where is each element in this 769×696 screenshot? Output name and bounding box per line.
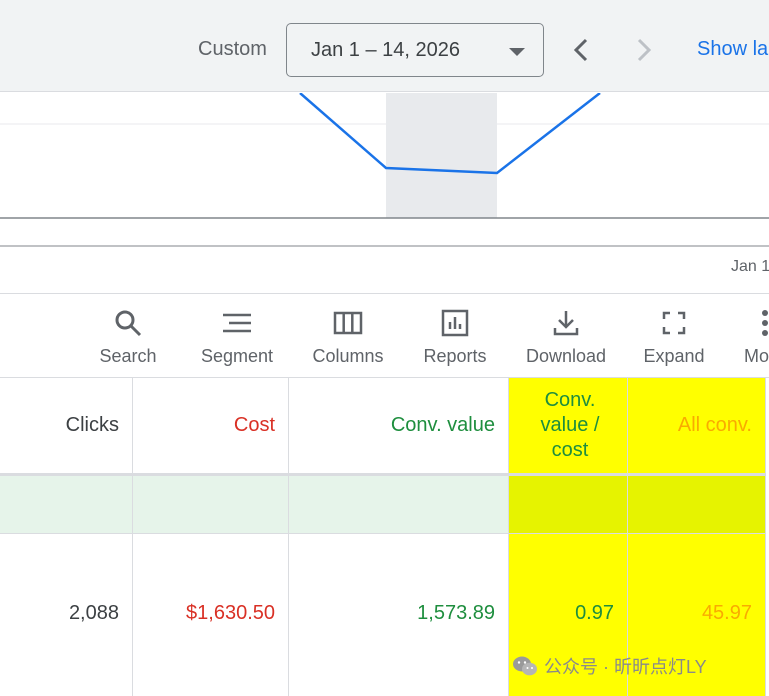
column-header-label: Cost <box>233 414 275 436</box>
wechat-icon <box>513 656 537 676</box>
segment-label: Segment <box>200 346 274 366</box>
date-range-bar: Custom Jan 1 – 14, 2026 Show la <box>0 0 769 92</box>
performance-chart: Jan 1 <box>0 93 769 293</box>
hover-band <box>386 93 497 218</box>
column-header-conv-value-per-cost[interactable]: Conv. value / cost <box>509 378 627 473</box>
watermark-text: 公众号 · 昕昕点灯LY <box>544 657 707 677</box>
download-icon <box>553 311 579 336</box>
columns-icon <box>333 311 363 335</box>
totals-row-cell <box>509 473 627 534</box>
column-cost: Cost $1,630.50 <box>133 378 289 696</box>
table-cell-conv-value: 1,573.89 <box>289 534 508 696</box>
search-label: Search <box>99 346 157 366</box>
column-header-all-conv[interactable]: All conv. <box>628 378 765 473</box>
totals-row-cell <box>133 473 288 534</box>
show-link[interactable]: Show la <box>697 38 769 60</box>
previous-period-icon[interactable] <box>568 30 594 70</box>
expand-label: Expand <box>643 346 705 366</box>
segment-button[interactable]: Segment <box>192 304 282 370</box>
totals-row-cell <box>289 473 508 534</box>
chevron-down-icon <box>509 48 525 56</box>
next-period-icon[interactable] <box>631 30 657 70</box>
watermark: 公众号 · 昕昕点灯LY <box>512 652 707 680</box>
column-all-conv: All conv. 45.97 <box>628 378 766 696</box>
download-label: Download <box>525 346 607 366</box>
expand-button[interactable]: Expand <box>634 304 714 370</box>
column-conv-value-per-cost: Conv. value / cost 0.97 <box>509 378 628 696</box>
column-header-label: Conv. value / cost <box>540 389 600 461</box>
reports-label: Reports <box>423 346 487 366</box>
column-conv-value: Conv. value 1,573.89 <box>289 378 509 696</box>
column-header-label: Clicks <box>65 414 119 436</box>
range-type-label: Custom <box>198 38 267 60</box>
chart-canvas <box>0 93 769 247</box>
date-range-dropdown[interactable]: Jan 1 – 14, 2026 <box>286 23 544 77</box>
more-label: Mo <box>744 346 769 366</box>
x-tick-label: Jan 1 <box>731 258 769 275</box>
segment-icon <box>223 313 251 333</box>
table-cell-conv-value-per-cost: 0.97 <box>509 534 627 696</box>
totals-row-cell <box>628 473 765 534</box>
search-button[interactable]: Search <box>86 304 170 370</box>
column-header-label: All conv. <box>677 414 752 436</box>
table-toolbar: Search Segment Columns Reports <box>0 293 769 378</box>
table-cell-all-conv: 45.97 <box>628 534 765 696</box>
column-header-clicks[interactable]: Clicks <box>0 378 132 473</box>
series-line <box>299 93 601 175</box>
columns-button[interactable]: Columns <box>303 304 393 370</box>
reports-button[interactable]: Reports <box>414 304 496 370</box>
cell-value: 45.97 <box>701 601 752 624</box>
totals-row-cell <box>0 473 132 534</box>
column-header-label: Conv. value <box>390 414 495 436</box>
cell-value: 2,088 <box>68 601 119 624</box>
more-button[interactable]: Mo <box>740 304 769 370</box>
download-button[interactable]: Download <box>518 304 614 370</box>
column-header-cost[interactable]: Cost <box>133 378 288 473</box>
more-icon <box>762 310 768 336</box>
data-table: Clicks 2,088 Cost $1,630.50 Conv. value … <box>0 378 769 696</box>
table-cell-clicks: 2,088 <box>0 534 132 696</box>
cell-value: 0.97 <box>575 601 614 624</box>
search-icon <box>115 310 142 337</box>
date-range-value: Jan 1 – 14, 2026 <box>311 39 461 61</box>
column-header-conv-value[interactable]: Conv. value <box>289 378 508 473</box>
expand-icon <box>662 311 686 335</box>
columns-label: Columns <box>312 346 384 366</box>
column-clicks: Clicks 2,088 <box>0 378 133 696</box>
reports-icon <box>441 309 469 337</box>
table-cell-cost: $1,630.50 <box>133 534 288 696</box>
cell-value: 1,573.89 <box>417 601 495 624</box>
cell-value: $1,630.50 <box>186 601 275 624</box>
